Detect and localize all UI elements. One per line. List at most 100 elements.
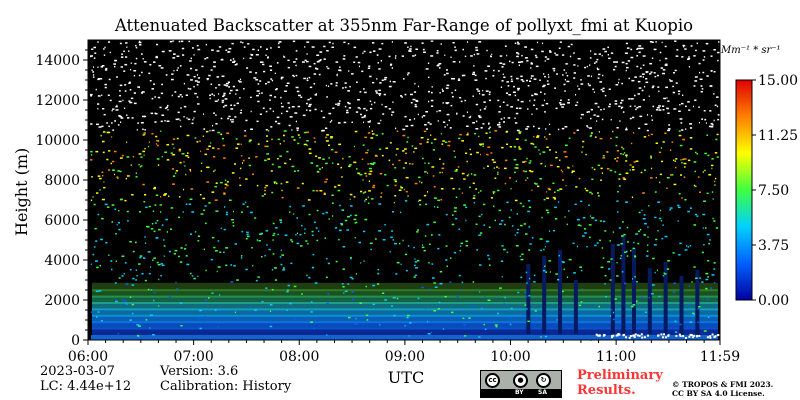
signal-speck [140, 156, 143, 158]
signal-speck [678, 93, 680, 95]
signal-speck [231, 172, 235, 174]
signal-speck [533, 99, 536, 101]
signal-speck [575, 94, 577, 96]
signal-speck [662, 274, 665, 277]
signal-speck [498, 167, 500, 169]
signal-speck [652, 85, 655, 87]
signal-speck [130, 62, 132, 64]
signal-speck [463, 178, 466, 180]
signal-speck [396, 297, 399, 300]
signal-speck [449, 127, 452, 129]
signal-speck [294, 112, 298, 114]
signal-speck [618, 81, 620, 84]
signal-speck [563, 83, 566, 86]
signal-speck [614, 158, 616, 160]
signal-speck [596, 58, 599, 61]
signal-speck [142, 133, 146, 136]
signal-speck [235, 138, 238, 140]
signal-speck [92, 74, 95, 76]
signal-speck [604, 283, 606, 285]
signal-speck [707, 154, 710, 157]
signal-speck [682, 158, 684, 161]
signal-speck [138, 86, 140, 89]
signal-speck [132, 277, 135, 280]
signal-speck [252, 173, 254, 176]
signal-speck [264, 145, 268, 148]
signal-speck [573, 72, 576, 74]
signal-speck [662, 109, 665, 111]
signal-speck [576, 129, 579, 131]
signal-speck [245, 268, 248, 271]
signal-speck [711, 164, 714, 167]
signal-speck [520, 79, 524, 81]
license-by: BY [515, 389, 524, 396]
signal-speck [94, 52, 97, 54]
signal-speck [277, 122, 281, 125]
signal-speck [297, 134, 300, 136]
signal-speck [193, 110, 196, 113]
signal-speck [266, 145, 269, 148]
signal-speck [116, 224, 118, 226]
signal-speck [140, 165, 143, 167]
signal-speck [679, 144, 683, 147]
signal-speck [483, 323, 485, 326]
signal-speck [366, 218, 368, 221]
signal-speck [545, 138, 548, 140]
signal-speck [306, 77, 308, 80]
signal-speck [291, 129, 293, 131]
signal-speck [666, 268, 670, 270]
signal-speck [479, 143, 482, 145]
signal-speck [706, 233, 710, 236]
signal-speck [594, 219, 597, 222]
signal-speck [410, 45, 412, 48]
signal-speck [455, 169, 458, 171]
signal-speck [256, 120, 259, 123]
signal-speck [494, 177, 497, 179]
signal-speck [348, 102, 351, 105]
signal-speck [324, 181, 327, 183]
signal-speck [662, 69, 666, 71]
signal-speck [280, 76, 284, 79]
signal-speck [558, 47, 561, 49]
signal-speck [309, 109, 312, 112]
signal-speck [369, 132, 371, 134]
signal-speck [163, 255, 165, 257]
signal-speck [218, 84, 221, 86]
signal-speck [466, 134, 469, 136]
signal-speck [414, 258, 416, 260]
signal-speck [564, 90, 566, 92]
signal-speck [303, 131, 307, 134]
signal-speck [318, 73, 321, 76]
signal-speck [441, 143, 444, 145]
signal-speck [611, 308, 613, 311]
signal-speck [601, 172, 603, 174]
signal-speck [353, 161, 357, 164]
surface-speck [622, 334, 625, 337]
signal-speck [694, 99, 697, 101]
signal-speck [524, 304, 527, 306]
signal-speck [681, 56, 684, 58]
signal-speck [562, 103, 566, 106]
signal-speck [662, 224, 664, 226]
signal-speck [245, 238, 248, 240]
signal-speck [627, 241, 629, 243]
signal-speck [476, 53, 480, 55]
signal-speck [596, 67, 598, 69]
signal-speck [599, 239, 601, 242]
signal-speck [672, 85, 674, 88]
signal-speck [120, 66, 123, 68]
signal-speck [388, 55, 391, 58]
signal-speck [480, 306, 482, 309]
signal-speck [218, 46, 222, 48]
signal-speck [250, 211, 253, 214]
signal-speck [378, 89, 381, 92]
signal-speck [479, 291, 481, 293]
signal-speck [185, 94, 188, 96]
signal-speck [503, 117, 505, 119]
signal-speck [625, 127, 628, 130]
signal-speck [276, 88, 278, 90]
signal-speck [126, 156, 130, 158]
signal-speck [526, 79, 528, 82]
signal-speck [175, 172, 177, 174]
